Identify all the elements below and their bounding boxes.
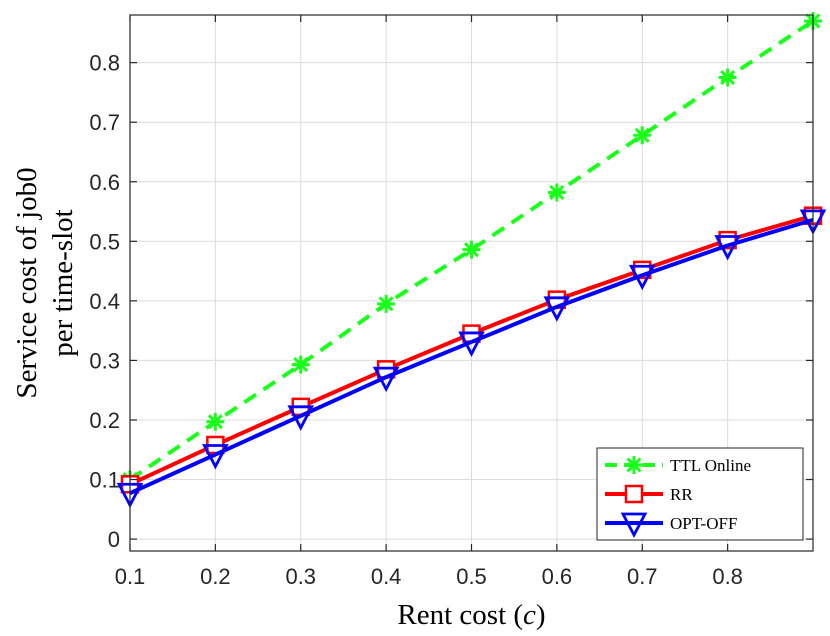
y-axis-label: Service cost of job0 per time-slot bbox=[11, 167, 79, 398]
marker-stroke bbox=[378, 296, 394, 312]
marker-stroke bbox=[207, 414, 223, 430]
data-point-marker bbox=[287, 405, 315, 431]
marker-stroke bbox=[293, 357, 309, 373]
y-tick-label: 0.5 bbox=[89, 229, 120, 254]
data-point-marker bbox=[628, 264, 656, 291]
x-tick-label: 0.3 bbox=[285, 564, 316, 589]
legend-label: TTL Online bbox=[670, 456, 751, 475]
y-tick-label: 0.8 bbox=[89, 51, 120, 76]
series-line bbox=[129, 217, 814, 496]
marker-stroke bbox=[463, 242, 480, 258]
marker-stroke bbox=[634, 127, 650, 143]
y-tick-label: 0.2 bbox=[89, 408, 120, 433]
x-tick-label: 0.1 bbox=[115, 564, 146, 589]
data-point-marker bbox=[462, 240, 481, 259]
series-layer bbox=[116, 11, 827, 509]
data-point-marker bbox=[206, 412, 225, 431]
marker-stroke bbox=[720, 69, 736, 86]
data-point-marker bbox=[714, 235, 741, 261]
data-point-marker bbox=[547, 183, 566, 202]
data-point-marker bbox=[377, 294, 396, 313]
data-point-marker bbox=[291, 355, 310, 374]
y-axis-label-line: Service cost of job0 bbox=[11, 167, 43, 398]
data-point-marker bbox=[458, 331, 485, 357]
y-tick-label: 0.4 bbox=[89, 289, 120, 314]
data-point-marker bbox=[633, 126, 652, 145]
legend-label: RR bbox=[670, 485, 693, 504]
x-tick-label: 0.7 bbox=[627, 564, 658, 589]
data-point-marker bbox=[202, 444, 229, 470]
series-opt-off bbox=[116, 209, 827, 509]
data-point-marker bbox=[543, 296, 571, 322]
data-point-marker bbox=[372, 366, 400, 393]
y-tick-label: 0.1 bbox=[89, 468, 120, 493]
legend-marker bbox=[625, 456, 643, 474]
x-axis-label: Rent cost (c) bbox=[397, 599, 545, 631]
y-tick-label: 0.6 bbox=[89, 170, 120, 195]
x-tick-label: 0.8 bbox=[712, 564, 743, 589]
legend-marker bbox=[620, 512, 648, 539]
x-tick-label: 0.5 bbox=[456, 564, 487, 589]
y-tick-label: 0.3 bbox=[89, 348, 120, 373]
legend-label: OPT-OFF bbox=[670, 514, 737, 533]
x-tick-label: 0.4 bbox=[371, 564, 402, 589]
y-tick-label: 0.7 bbox=[89, 110, 120, 135]
x-tick-label: 0.2 bbox=[200, 564, 231, 589]
y-tick-label: 0 bbox=[108, 527, 120, 552]
legend-item: RR bbox=[605, 484, 693, 504]
legend: TTL Online RR OPT-OFF bbox=[596, 447, 804, 541]
x-tick-label: 0.6 bbox=[542, 564, 573, 589]
marker-stroke bbox=[549, 184, 565, 201]
legend-marker bbox=[624, 484, 644, 504]
legend-item: TTL Online bbox=[605, 456, 751, 475]
marker-stroke bbox=[626, 457, 642, 473]
legend-item: OPT-OFF bbox=[605, 512, 737, 539]
tick-layer: 0 0.1 0.2 0.3 0.4 0.5 0.6 0.7 0.8 0.1 0.2 0.3 0.4 0.5… bbox=[89, 15, 813, 589]
data-point-marker bbox=[718, 68, 737, 87]
y-axis-label-line: per time-slot bbox=[47, 209, 79, 356]
